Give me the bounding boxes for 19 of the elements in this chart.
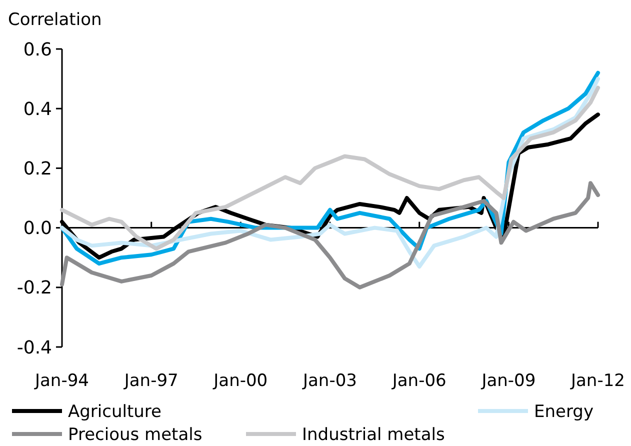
x-tick-label: Jan-06: [391, 371, 446, 391]
legend-label: Energy: [534, 402, 594, 422]
y-axis-title: Correlation: [8, 10, 102, 30]
legend-label: Industrial metals: [302, 424, 445, 445]
x-tick-label: Jan-09: [480, 371, 536, 391]
y-tick-label: 0.6: [23, 39, 52, 60]
y-tick-label: 0.0: [23, 218, 52, 240]
x-tick-label: Jan-97: [123, 371, 178, 391]
legend-label: Agriculture: [68, 402, 162, 422]
x-tick-label: Jan-12: [570, 371, 625, 391]
y-tick-label: -0.2: [16, 278, 52, 299]
line-series: [60, 181, 600, 290]
x-tick-label: Jan-00: [212, 371, 268, 391]
legend-label: Precious metals: [68, 424, 202, 445]
y-tick-label: 0.4: [23, 98, 52, 120]
y-tick-label: -0.4: [16, 337, 52, 358]
y-tick-label: 0.2: [23, 158, 52, 180]
x-tick-label: Jan-03: [302, 371, 357, 391]
x-tick-label: Jan-94: [34, 371, 89, 391]
